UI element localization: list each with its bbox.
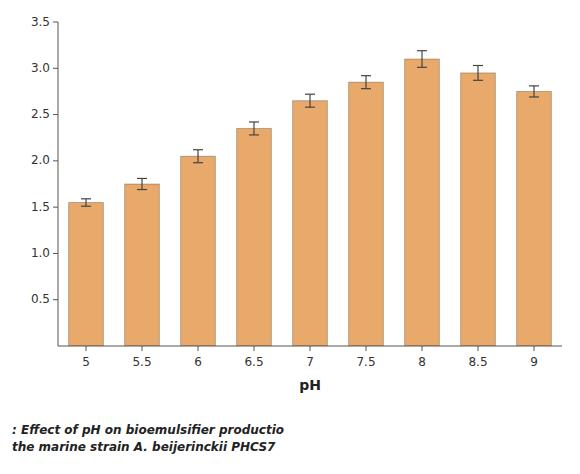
y-tick xyxy=(53,299,58,300)
y-tick xyxy=(53,22,58,23)
x-tick xyxy=(142,346,143,351)
bar xyxy=(69,203,104,346)
x-tick-label: 6.5 xyxy=(244,355,263,369)
x-tick-label: 7.5 xyxy=(356,355,375,369)
bar xyxy=(405,59,440,346)
error-bar xyxy=(249,122,259,135)
y-tick-label: 2.0 xyxy=(31,153,50,167)
error-bar xyxy=(137,178,147,189)
x-tick xyxy=(254,346,255,351)
error-cap xyxy=(305,107,315,108)
error-bar xyxy=(473,66,483,81)
error-cap xyxy=(529,85,539,86)
x-tick xyxy=(422,346,423,351)
y-tick xyxy=(53,160,58,161)
error-bar xyxy=(81,199,91,206)
y-tick-label: 3.5 xyxy=(31,15,50,29)
x-tick-label: 5 xyxy=(82,355,90,369)
x-tick xyxy=(534,346,535,351)
error-bar xyxy=(417,51,427,68)
error-cap xyxy=(193,149,203,150)
chart-container: 0.5 1.0 1.5 2.0 2.5 3.0 3.5 5 5.5 6 6.5 7 7.5 8 8.5 9 pH… xyxy=(0,0,580,474)
error-line xyxy=(421,51,422,68)
x-tick xyxy=(198,346,199,351)
error-bar xyxy=(529,86,539,97)
bar xyxy=(349,82,384,346)
error-cap xyxy=(249,121,259,122)
error-line xyxy=(477,66,478,81)
error-cap xyxy=(473,65,483,66)
x-tick-label: 7 xyxy=(306,355,314,369)
error-cap xyxy=(137,189,147,190)
error-line xyxy=(309,94,310,107)
bar xyxy=(181,156,216,346)
error-cap xyxy=(81,198,91,199)
chart-svg: 0.5 1.0 1.5 2.0 2.5 3.0 3.5 5 5.5 6 6.5 7 7.5 8 8.5 9 pH… xyxy=(0,0,580,474)
bar xyxy=(237,128,272,346)
x-tick-label: 6 xyxy=(194,355,202,369)
bars xyxy=(69,59,552,346)
x-tick xyxy=(310,346,311,351)
error-cap xyxy=(137,178,147,179)
error-bar xyxy=(305,94,315,107)
x-tick xyxy=(86,346,87,351)
x-tick-label: 8 xyxy=(418,355,426,369)
error-cap xyxy=(361,75,371,76)
error-line xyxy=(533,86,534,97)
error-cap xyxy=(529,96,539,97)
x-tick-label: 5.5 xyxy=(132,355,151,369)
bar xyxy=(293,101,328,346)
y-axis-line xyxy=(58,22,59,346)
y-tick xyxy=(53,253,58,254)
error-bar xyxy=(193,150,203,163)
error-cap xyxy=(417,67,427,68)
caption: : Effect of pH on bioemulsifier producti… xyxy=(12,423,284,437)
bar xyxy=(125,184,160,346)
error-cap xyxy=(305,94,315,95)
y-tick xyxy=(53,114,58,115)
x-axis: 5 5.5 6 6.5 7 7.5 8 8.5 9 xyxy=(82,346,538,369)
x-tick-label: 8.5 xyxy=(468,355,487,369)
y-tick xyxy=(53,207,58,208)
x-tick xyxy=(478,346,479,351)
error-cap xyxy=(249,134,259,135)
x-tick-label: 9 xyxy=(530,355,538,369)
error-line xyxy=(141,178,142,189)
bar xyxy=(461,73,496,346)
y-tick-label: 1.5 xyxy=(31,200,50,214)
x-axis-label: pH xyxy=(299,377,321,393)
caption: the marine strain A. beijerinckii PHCS7 xyxy=(12,440,276,454)
x-tick xyxy=(366,346,367,351)
error-line xyxy=(85,199,86,206)
error-cap xyxy=(417,50,427,51)
y-axis: 0.5 1.0 1.5 2.0 2.5 3.0 3.5 xyxy=(31,15,58,307)
error-cap xyxy=(81,206,91,207)
error-bars xyxy=(81,51,539,207)
error-line xyxy=(365,76,366,89)
bar xyxy=(517,91,552,346)
error-bar xyxy=(361,76,371,89)
error-cap xyxy=(473,80,483,81)
y-tick-label: 0.5 xyxy=(31,292,50,306)
error-cap xyxy=(361,88,371,89)
error-line xyxy=(253,122,254,135)
error-line xyxy=(197,150,198,163)
y-tick-label: 2.5 xyxy=(31,107,50,121)
error-cap xyxy=(193,162,203,163)
y-tick xyxy=(53,68,58,69)
y-tick-label: 1.0 xyxy=(31,246,50,260)
y-tick-label: 3.0 xyxy=(31,61,50,75)
